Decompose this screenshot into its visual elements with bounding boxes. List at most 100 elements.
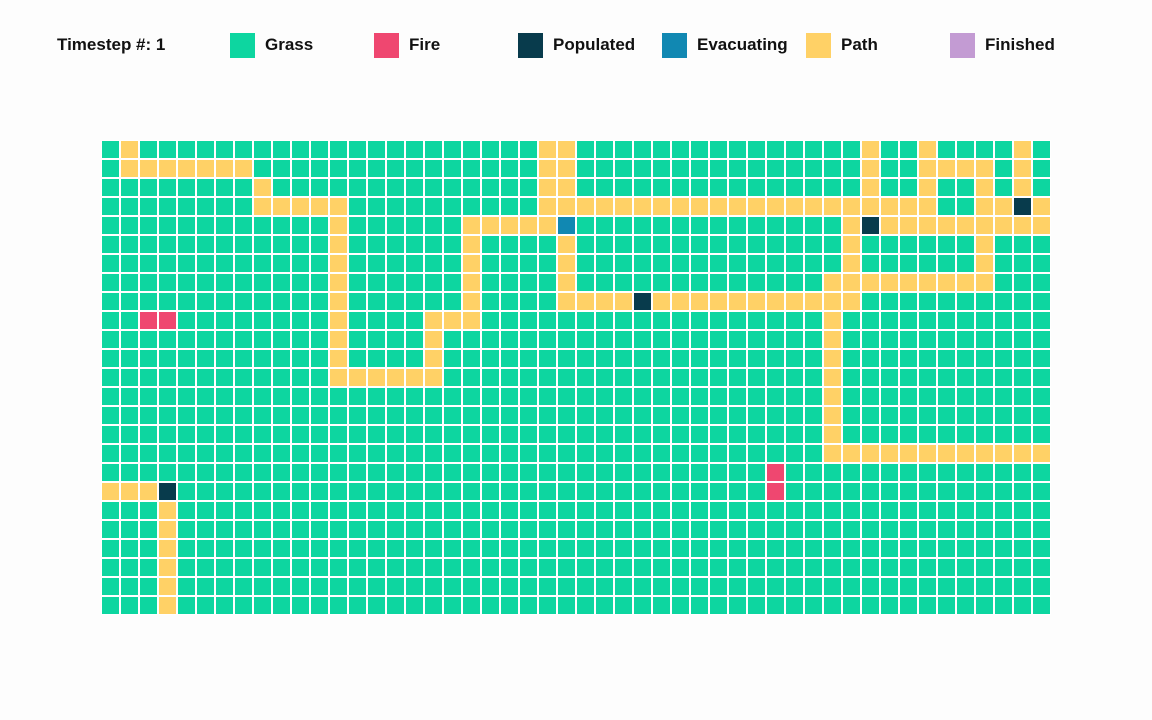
grid-cell-grass (367, 349, 386, 368)
grid-cell-path (994, 197, 1013, 216)
grid-cell-grass (481, 387, 500, 406)
grid-cell-grass (500, 444, 519, 463)
grid-cell-path (918, 444, 937, 463)
grid-cell-grass (234, 520, 253, 539)
grid-cell-grass (785, 330, 804, 349)
grid-cell-grass (747, 539, 766, 558)
grid-cell-grass (747, 254, 766, 273)
grid-cell-grass (557, 330, 576, 349)
grid-cell-grass (101, 349, 120, 368)
grid-cell-grass (671, 140, 690, 159)
grid-cell-grass (424, 577, 443, 596)
grid-cell-grass (386, 406, 405, 425)
grid-cell-grass (614, 273, 633, 292)
grid-cell-grass (785, 349, 804, 368)
grid-cell-grass (253, 425, 272, 444)
grid-cell-grass (899, 235, 918, 254)
grid-cell-grass (234, 254, 253, 273)
grid-cell-grass (386, 539, 405, 558)
grid-cell-grass (424, 254, 443, 273)
grid-cell-grass (405, 558, 424, 577)
grid-cell-grass (481, 406, 500, 425)
grid-cell-grass (196, 425, 215, 444)
grid-cell-grass (177, 539, 196, 558)
grid-cell-grass (443, 520, 462, 539)
grid-cell-grass (633, 387, 652, 406)
grid-cell-grass (747, 159, 766, 178)
grid-cell-grass (747, 216, 766, 235)
grid-cell-path (975, 254, 994, 273)
grid-cell-grass (120, 406, 139, 425)
grid-cell-grass (234, 197, 253, 216)
grid-cell-grass (804, 311, 823, 330)
grid-cell-path (766, 292, 785, 311)
grid-cell-grass (348, 482, 367, 501)
grid-cell-path (956, 216, 975, 235)
grid-cell-grass (348, 311, 367, 330)
grid-cell-grass (310, 444, 329, 463)
grid-cell-grass (1032, 406, 1051, 425)
grid-cell-grass (158, 330, 177, 349)
grid-cell-grass (633, 577, 652, 596)
grid-cell-grass (177, 577, 196, 596)
grid-cell-grass (937, 254, 956, 273)
grid-cell-grass (329, 539, 348, 558)
grid-cell-grass (652, 501, 671, 520)
grid-cell-grass (899, 520, 918, 539)
grid-cell-grass (595, 577, 614, 596)
grid-cell-grass (443, 140, 462, 159)
grid-cell-fire (766, 463, 785, 482)
grid-cell-grass (728, 425, 747, 444)
grid-cell-grass (405, 577, 424, 596)
grid-cell-grass (291, 273, 310, 292)
grid-cell-grass (253, 577, 272, 596)
grid-cell-grass (766, 539, 785, 558)
grid-cell-grass (1032, 140, 1051, 159)
grid-cell-path (329, 216, 348, 235)
grid-cell-path (956, 273, 975, 292)
grid-cell-path (557, 197, 576, 216)
grid-cell-grass (690, 406, 709, 425)
grid-cell-grass (272, 311, 291, 330)
grid-cell-grass (500, 558, 519, 577)
grid-cell-grass (880, 425, 899, 444)
grid-cell-grass (120, 178, 139, 197)
grid-cell-grass (747, 482, 766, 501)
grid-cell-grass (310, 311, 329, 330)
grid-cell-grass (614, 577, 633, 596)
grid-cell-grass (158, 216, 177, 235)
grid-cell-grass (690, 596, 709, 615)
grid-cell-grass (633, 425, 652, 444)
grid-cell-grass (975, 311, 994, 330)
grid-cell-path (937, 216, 956, 235)
grid-cell-grass (690, 140, 709, 159)
grid-cell-grass (234, 273, 253, 292)
grid-cell-path (785, 197, 804, 216)
grid-cell-grass (310, 596, 329, 615)
grid-cell-grass (405, 596, 424, 615)
grid-cell-grass (215, 501, 234, 520)
grid-cell-grass (747, 577, 766, 596)
grid-cell-path (158, 596, 177, 615)
grid-cell-grass (538, 292, 557, 311)
grid-cell-grass (614, 463, 633, 482)
grid-cell-grass (861, 311, 880, 330)
grid-cell-grass (576, 482, 595, 501)
grid-cell-grass (633, 330, 652, 349)
grid-cell-grass (272, 577, 291, 596)
grid-cell-grass (215, 292, 234, 311)
grid-cell-grass (994, 368, 1013, 387)
grid-cell-grass (937, 406, 956, 425)
grid-cell-grass (728, 577, 747, 596)
grid-cell-grass (196, 330, 215, 349)
grid-cell-path (329, 311, 348, 330)
grid-cell-grass (500, 197, 519, 216)
grid-cell-grass (595, 406, 614, 425)
grid-cell-grass (538, 406, 557, 425)
grid-cell-grass (652, 482, 671, 501)
grid-cell-grass (215, 197, 234, 216)
grid-cell-grass (310, 140, 329, 159)
grid-cell-grass (462, 520, 481, 539)
grid-cell-path (557, 159, 576, 178)
grid-cell-grass (937, 501, 956, 520)
